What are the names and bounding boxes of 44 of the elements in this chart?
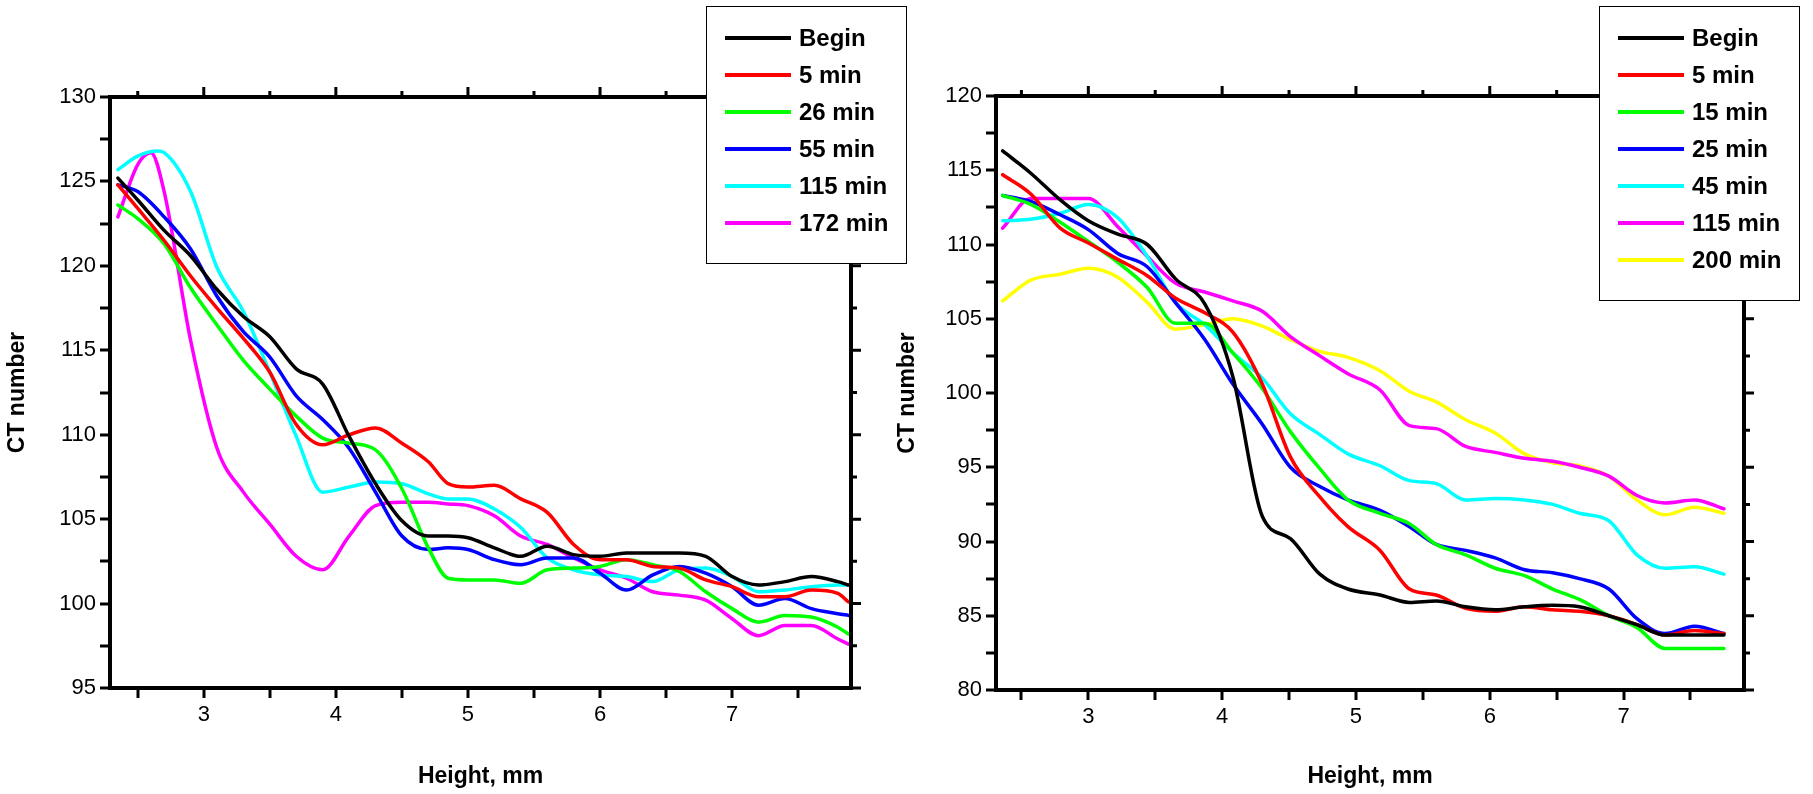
y-tick-label: 85 xyxy=(957,601,982,627)
legend-label: 200 min xyxy=(1692,245,1782,274)
x-tick-label: 4 xyxy=(329,701,342,727)
y-tick-label: 95 xyxy=(957,453,982,479)
y-tick-label: 120 xyxy=(945,82,982,108)
legend-label: 172 min xyxy=(799,208,889,237)
y-tick-label: 110 xyxy=(946,230,982,256)
y-axis-title: CT number xyxy=(3,331,30,454)
legend-label: 25 min xyxy=(1692,134,1769,163)
x-tick-label: 6 xyxy=(1483,703,1496,729)
legend-label: 5 min xyxy=(799,60,862,89)
y-tick-label: 100 xyxy=(59,589,96,615)
x-tick-label: 7 xyxy=(1617,703,1630,729)
y-tick-label: 120 xyxy=(59,251,96,277)
legend-label: Begin xyxy=(1692,23,1759,52)
y-tick-label: 130 xyxy=(59,83,96,109)
x-tick-label: 4 xyxy=(1216,703,1229,729)
x-tick-label: 5 xyxy=(461,701,475,727)
legend-label: 45 min xyxy=(1692,171,1769,200)
legend-label: 5 min xyxy=(1692,60,1755,89)
y-tick-label: 110 xyxy=(60,420,96,446)
y-tick-label: 125 xyxy=(59,167,96,193)
x-tick-label: 3 xyxy=(1082,703,1095,729)
y-tick-label: 95 xyxy=(71,674,96,700)
x-axis-title: Height, mm xyxy=(417,761,544,788)
legend-label: 26 min xyxy=(799,97,876,126)
y-tick-label: 115 xyxy=(60,336,96,362)
x-axis-title: Height, mm xyxy=(1307,761,1433,788)
y-axis-title: CT number xyxy=(893,332,920,454)
y-tick-label: 105 xyxy=(945,304,982,330)
x-tick-label: 6 xyxy=(593,701,607,727)
x-tick-label: 3 xyxy=(197,701,210,727)
y-tick-label: 90 xyxy=(957,527,982,553)
legend-label: 55 min xyxy=(799,134,876,163)
legend-label: 115 min xyxy=(1692,208,1781,237)
x-tick-label: 5 xyxy=(1349,703,1363,729)
legend-label: Begin xyxy=(799,23,866,52)
y-tick-label: 80 xyxy=(957,676,982,702)
legend-label: 115 min xyxy=(799,171,888,200)
x-tick-label: 7 xyxy=(726,701,739,727)
y-tick-label: 105 xyxy=(59,505,96,531)
legend-label: 15 min xyxy=(1692,97,1769,126)
y-tick-label: 115 xyxy=(946,156,982,182)
y-tick-label: 100 xyxy=(945,379,982,405)
